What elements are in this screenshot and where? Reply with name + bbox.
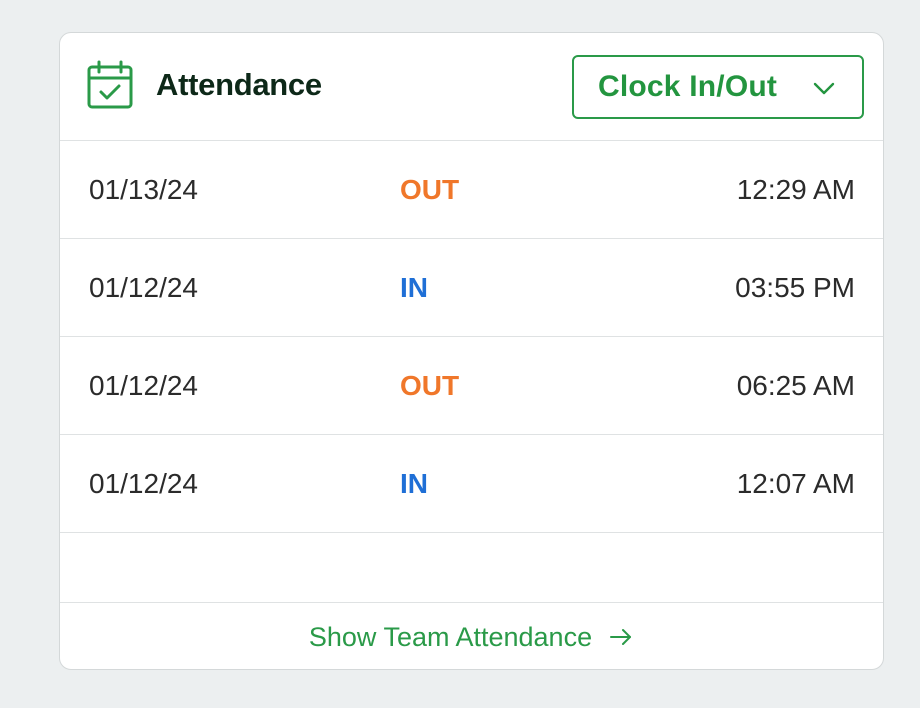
show-team-attendance-link[interactable]: Show Team Attendance [60, 605, 883, 669]
entry-time: 03:55 PM [735, 272, 855, 303]
entry-date: 01/12/24 [89, 370, 198, 401]
entry-date: 01/12/24 [89, 272, 198, 303]
clock-in-out-button[interactable]: Clock In/Out [572, 55, 864, 119]
chevron-down-icon [813, 82, 835, 95]
card-header: Attendance Clock In/Out [60, 33, 883, 141]
attendance-row: 01/12/24 IN 03:55 PM [60, 239, 883, 337]
attendance-list: 01/13/24 OUT 12:29 AM 01/12/24 IN 03:55 … [60, 141, 883, 603]
card-title: Attendance [156, 67, 322, 102]
entry-direction: IN [400, 468, 428, 499]
arrow-right-icon [610, 629, 632, 645]
attendance-row: 01/12/24 OUT 06:25 AM [60, 337, 883, 435]
entry-date: 01/12/24 [89, 468, 198, 499]
entry-direction: IN [400, 272, 428, 303]
empty-row [60, 533, 883, 603]
attendance-row: 01/13/24 OUT 12:29 AM [60, 141, 883, 239]
attendance-row: 01/12/24 IN 12:07 AM [60, 435, 883, 533]
entry-direction: OUT [400, 370, 460, 401]
entry-time: 12:29 AM [736, 174, 855, 205]
clock-in-out-label: Clock In/Out [598, 70, 778, 103]
entry-time: 06:25 AM [736, 370, 855, 401]
entry-direction: OUT [400, 174, 460, 205]
show-team-attendance-label: Show Team Attendance [308, 621, 593, 652]
entry-time: 12:07 AM [736, 468, 855, 499]
calendar-check-icon [87, 60, 133, 109]
attendance-card: Attendance Clock In/Out 01/13/24 OUT 12:… [59, 32, 884, 670]
entry-date: 01/13/24 [89, 174, 198, 205]
